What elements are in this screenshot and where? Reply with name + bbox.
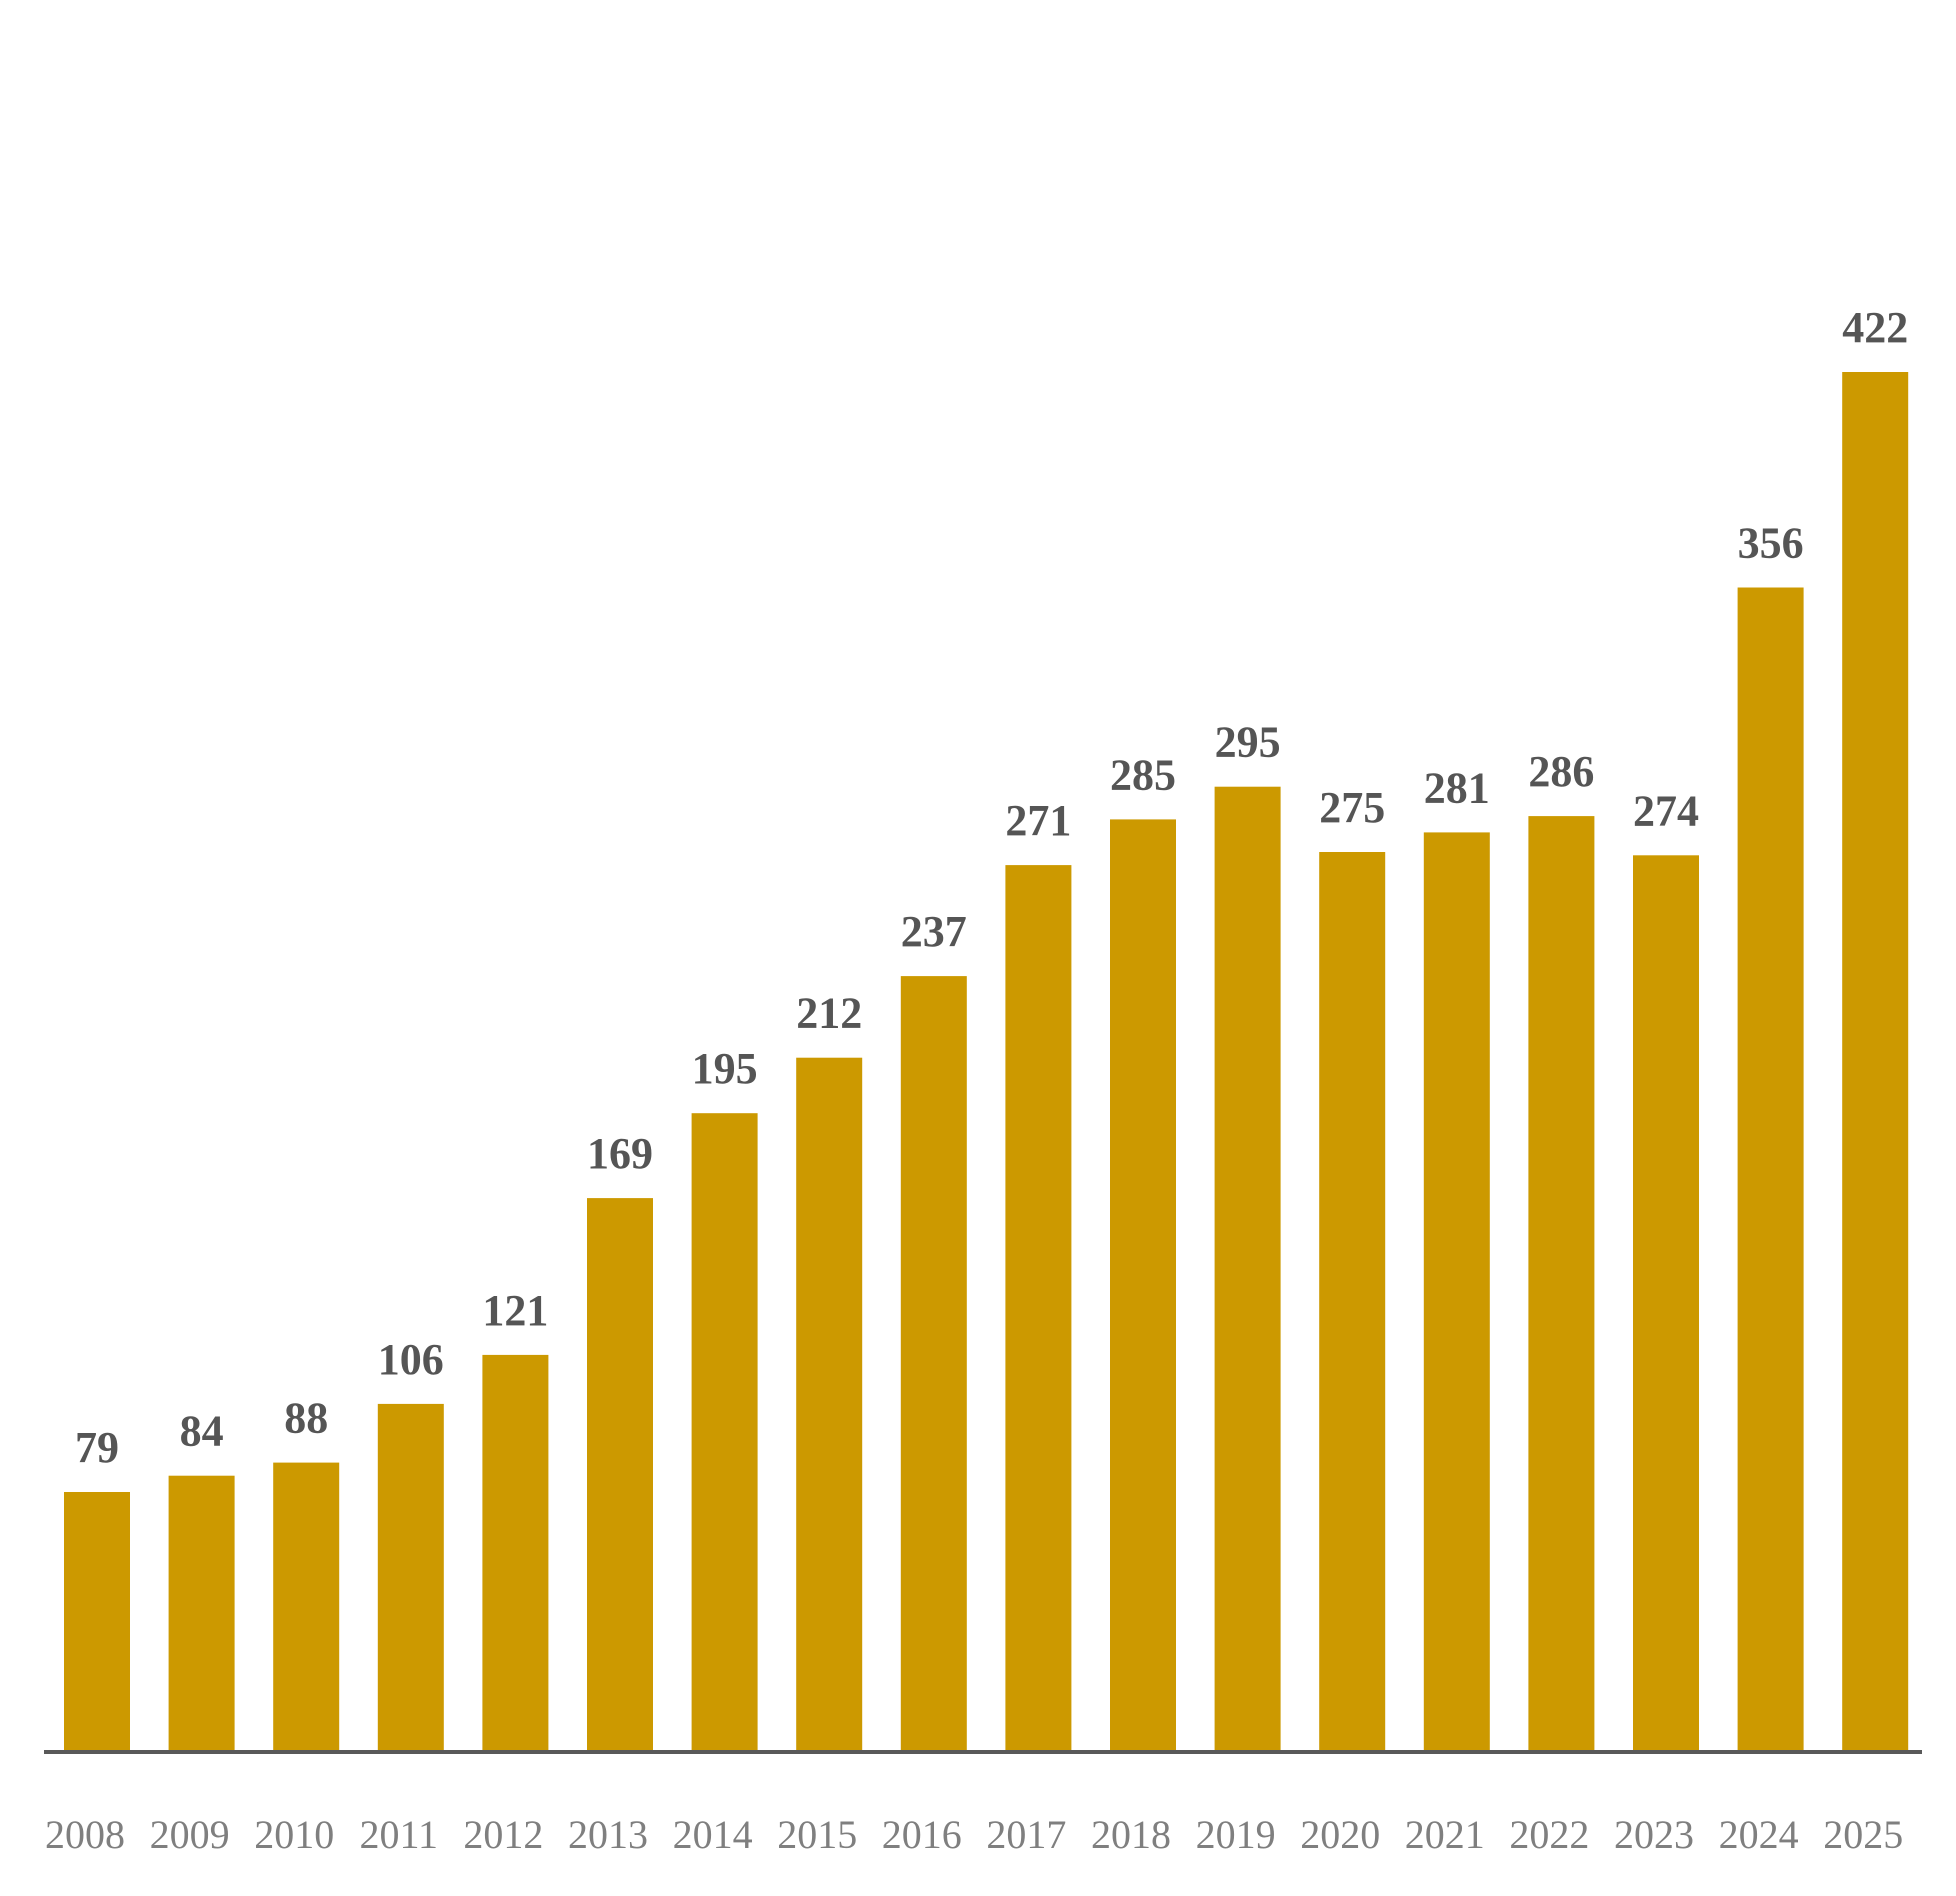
value-label-2017: 271	[1005, 796, 1071, 845]
x-tick-labels-group: 2008 2009 2010 2011 2012 2013 2014 2015 2016 2017…	[45, 1812, 1903, 1857]
x-tick-label-2021: 2021	[1405, 1812, 1485, 1857]
bar-2015	[796, 1057, 863, 1750]
bar-2009	[168, 1475, 235, 1750]
value-label-2016: 237	[901, 907, 967, 956]
bar-2014	[691, 1113, 758, 1750]
value-label-2019: 295	[1215, 718, 1281, 767]
x-tick-label-2022: 2022	[1509, 1812, 1589, 1857]
bar-2013	[587, 1198, 653, 1750]
value-label-2013: 169	[587, 1129, 653, 1178]
value-label-2023: 274	[1633, 786, 1699, 835]
x-tick-label-2015: 2015	[777, 1812, 857, 1857]
x-tick-label-2019: 2019	[1196, 1812, 1276, 1857]
value-label-2009: 84	[180, 1407, 224, 1456]
value-label-2020: 275	[1319, 783, 1385, 832]
bar-2012	[482, 1354, 549, 1750]
x-tick-label-2008: 2008	[45, 1812, 125, 1857]
bar-2010	[273, 1462, 340, 1750]
x-tick-label-2023: 2023	[1614, 1812, 1694, 1857]
bar-2018	[1110, 819, 1176, 1750]
value-label-2024: 356	[1738, 519, 1804, 568]
value-label-2010: 88	[284, 1394, 328, 1443]
value-labels-group: 79 84 88 106 121 169 195 212 237 271 285 295 275 281 2…	[75, 303, 1908, 1472]
x-tick-label-2020: 2020	[1300, 1812, 1380, 1857]
x-tick-label-2010: 2010	[254, 1812, 334, 1857]
bar-2022	[1528, 816, 1595, 1750]
value-label-2022: 286	[1528, 747, 1594, 796]
x-tick-label-2017: 2017	[986, 1812, 1066, 1857]
bar-2025	[1842, 372, 1909, 1750]
value-label-2025: 422	[1842, 303, 1908, 352]
bar-2008	[64, 1492, 130, 1750]
bar-2017	[1005, 865, 1072, 1750]
bar-2020	[1319, 852, 1386, 1750]
x-tick-label-2025: 2025	[1823, 1812, 1903, 1857]
x-tick-label-2016: 2016	[882, 1812, 962, 1857]
x-tick-label-2018: 2018	[1091, 1812, 1171, 1857]
value-label-2012: 121	[482, 1286, 548, 1335]
x-tick-label-2012: 2012	[463, 1812, 543, 1857]
bar-2011	[377, 1403, 444, 1750]
value-label-2021: 281	[1424, 763, 1490, 812]
bars-group	[64, 372, 1909, 1750]
x-tick-label-2011: 2011	[360, 1812, 439, 1857]
value-label-2018: 285	[1110, 750, 1176, 799]
value-label-2008: 79	[75, 1423, 119, 1472]
x-tick-label-2014: 2014	[673, 1812, 753, 1857]
bar-2019	[1214, 786, 1281, 1750]
bar-2021	[1423, 832, 1490, 1750]
x-tick-label-2024: 2024	[1719, 1812, 1799, 1857]
x-tick-label-2013: 2013	[568, 1812, 648, 1857]
bar-2023	[1633, 855, 1699, 1750]
bar-2024	[1737, 587, 1804, 1750]
bar-2016	[900, 976, 967, 1750]
x-tick-label-2009: 2009	[150, 1812, 230, 1857]
value-label-2011: 106	[378, 1335, 444, 1384]
value-label-2015: 212	[796, 989, 862, 1038]
value-label-2014: 195	[692, 1044, 758, 1093]
